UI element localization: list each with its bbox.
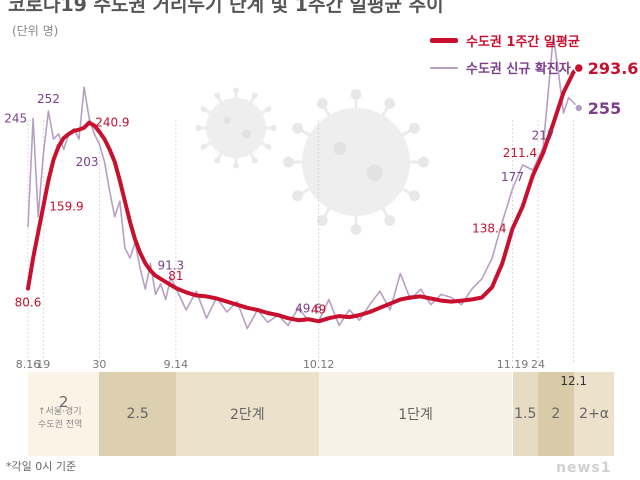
data-label: 255	[588, 99, 621, 118]
x-tick-label: 9.14	[164, 358, 189, 371]
chart-svg: 80.6 159.9 245 252 240.9 203 91.381 49.649 177 13…	[4, 34, 638, 371]
data-label: 49.6	[295, 302, 322, 316]
x-tick-label: 11.19	[497, 358, 529, 371]
legend-swatch-average	[430, 38, 458, 43]
watermark-logo: news1	[556, 460, 612, 476]
data-label: 159.9	[49, 199, 83, 213]
stage-note: ↑서울·경기 수도권 전역	[38, 406, 82, 432]
stage-segment: 1.5	[512, 372, 538, 456]
data-label: 177	[501, 170, 524, 184]
stage-label: 1단계	[398, 407, 433, 423]
data-label: 80.6	[15, 296, 42, 310]
data-label: 240.9	[95, 116, 129, 130]
data-label: 252	[37, 92, 60, 106]
data-labels: 80.6 159.9 245 252 240.9 203 91.381 49.649 177 13…	[4, 59, 638, 316]
x-tick-label: 24	[531, 358, 545, 371]
series-line-weekly-average	[26, 66, 581, 324]
data-label: 217	[532, 128, 555, 142]
data-label: 91.3	[157, 258, 184, 272]
stage-label: 2+α	[579, 406, 610, 422]
data-label: 81	[168, 269, 183, 283]
stage-label: 1.5	[514, 406, 537, 422]
virus-icon	[283, 89, 429, 235]
stage-label: 2	[551, 406, 561, 422]
stage-note-line: ↑서울·경기	[38, 407, 82, 417]
legend-swatch-new-cases	[430, 66, 458, 69]
legend-label-new-cases: 수도권 신규 확진자	[466, 62, 571, 77]
x-tick-label: 30	[92, 358, 106, 371]
data-label: 211.4	[503, 146, 537, 160]
stage-segment: 2	[538, 372, 574, 456]
series-line-new-cases	[27, 34, 580, 330]
tick-guides	[27, 120, 575, 362]
legend-weekly-average: 수도권 1주간 일평균	[430, 31, 580, 50]
footnote: *각일 0시 기준	[6, 460, 77, 473]
end-point-average	[573, 62, 585, 74]
legend-new-cases: 수도권 신규 확진자	[430, 58, 571, 77]
stage-segment: 2	[28, 372, 100, 456]
data-label: 245	[4, 111, 27, 125]
chart-title: 코로나19 수도권 거리두기 단계 및 1주간 일평균 추이	[8, 0, 444, 16]
stage-label: 2	[58, 393, 69, 411]
stage-segment: 2단계	[175, 372, 319, 456]
stage-label: 2.5	[126, 406, 149, 422]
stage-segment: 2+α	[573, 372, 615, 456]
unit-label: (단위 명)	[12, 24, 59, 38]
stage-note-line: 수도권 전역	[38, 420, 83, 430]
distancing-stage-band: 2 2.5 2단계 1단계 1.5 2 2+α 12.1	[0, 372, 640, 456]
virus-decoration	[195, 87, 429, 235]
x-tick-label: 10.12	[303, 358, 335, 371]
stage-segment: 1단계	[318, 372, 513, 456]
data-label: 203	[76, 155, 99, 169]
data-label: 49	[311, 302, 326, 316]
virus-icon	[195, 87, 277, 169]
stage-label: 2단계	[229, 407, 265, 423]
legend-label-average: 수도권 1주간 일평균	[466, 35, 580, 50]
stage-change-date: 12.1	[560, 374, 588, 388]
x-tick-label: 8.16	[16, 358, 41, 371]
data-label: 138.4	[472, 222, 506, 236]
x-tick-label: 19	[36, 358, 50, 371]
end-point-new-cases	[574, 103, 584, 113]
data-label: 293.6	[588, 59, 639, 78]
end-markers	[573, 62, 585, 113]
stage-segment: 2.5	[99, 372, 176, 456]
